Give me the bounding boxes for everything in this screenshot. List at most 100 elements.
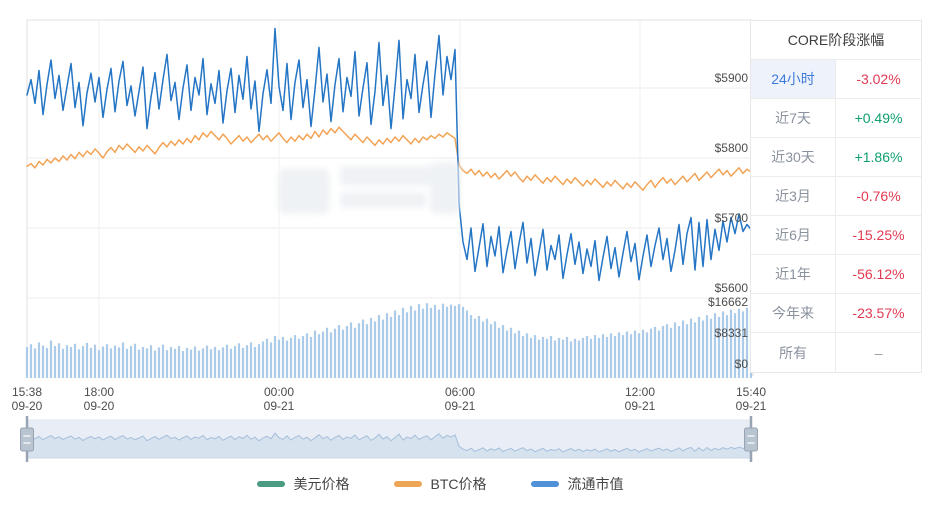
volume-axis-label: $0 xyxy=(735,357,749,371)
volume-bar xyxy=(229,348,233,378)
volume-bar xyxy=(33,348,37,378)
volume-bar xyxy=(261,341,265,378)
volume-bar xyxy=(537,339,541,378)
volume-bar xyxy=(145,348,149,378)
volume-bar xyxy=(653,326,657,378)
volume-bar xyxy=(541,336,545,378)
legend-item-usd-price[interactable]: 美元价格 xyxy=(256,474,350,494)
volume-bar xyxy=(221,347,225,378)
volume-bar xyxy=(217,350,221,378)
period-label[interactable]: 近3月 xyxy=(751,177,836,215)
volume-bar xyxy=(161,344,165,378)
volume-bar xyxy=(389,316,393,378)
volume-bar xyxy=(589,338,593,378)
volume-bar xyxy=(257,344,261,378)
handle-grip[interactable] xyxy=(744,427,758,452)
period-label[interactable]: 今年来 xyxy=(751,294,836,332)
legend-item-btc-price[interactable]: BTC价格 xyxy=(393,474,487,494)
legend-swatch-orange xyxy=(393,481,422,487)
performance-panel: CORE阶段涨幅 24小时 -3.02% 近7天 +0.49% 近30天 +1.… xyxy=(750,20,922,373)
volume-bar xyxy=(517,330,521,378)
price-axis-label: $5700 xyxy=(715,211,749,225)
volume-bar xyxy=(597,337,601,378)
volume-bar xyxy=(97,350,101,378)
volume-bar xyxy=(513,333,517,378)
period-label[interactable]: 近30天 xyxy=(751,138,836,176)
volume-bar xyxy=(125,348,129,378)
volume-bar xyxy=(621,335,625,378)
volume-bar xyxy=(317,334,321,378)
volume-bar xyxy=(501,325,505,378)
volume-bar xyxy=(337,325,341,378)
volume-bar xyxy=(453,305,457,378)
volume-bar xyxy=(693,322,697,378)
volume-bar xyxy=(137,349,141,378)
volume-bar xyxy=(69,347,73,378)
x-axis-date-label: 09-21 xyxy=(625,399,656,413)
x-axis-date-label: 09-21 xyxy=(736,399,767,413)
volume-bar xyxy=(205,345,209,378)
volume-bar xyxy=(409,305,413,378)
period-change-value: -23.57% xyxy=(852,305,905,321)
volume-bar xyxy=(561,339,565,378)
legend-item-market-cap[interactable]: 流通市值 xyxy=(530,474,624,494)
volume-bar xyxy=(745,307,749,378)
x-axis-time-label: 06:00 xyxy=(445,385,475,399)
volume-bar xyxy=(573,338,577,378)
volume-bar xyxy=(265,338,269,378)
volume-bar xyxy=(213,347,217,378)
price-volume-chart[interactable]: $5900$5800$5700$5600$16662$8331$015:3809… xyxy=(0,0,947,470)
volume-bar xyxy=(65,345,69,378)
x-axis-date-label: 09-20 xyxy=(84,399,115,413)
volume-bar xyxy=(237,343,241,378)
volume-bar xyxy=(225,344,229,378)
handle-grip[interactable] xyxy=(20,427,34,452)
navigator-left-handle[interactable] xyxy=(20,416,34,462)
volume-bar xyxy=(465,310,469,378)
volume-bar xyxy=(481,321,485,378)
period-row-all[interactable]: 所有 – xyxy=(751,333,921,372)
volume-bar xyxy=(497,327,501,378)
volume-bar xyxy=(733,313,737,378)
volume-bar xyxy=(585,336,589,378)
volume-bar xyxy=(365,324,369,378)
volume-bar xyxy=(245,345,249,378)
period-label[interactable]: 24小时 xyxy=(751,60,836,98)
volume-bar xyxy=(569,341,573,378)
price-axis-label: $5600 xyxy=(715,281,749,295)
period-row-ytd[interactable]: 今年来 -23.57% xyxy=(751,294,921,333)
volume-bar xyxy=(373,321,377,378)
volume-bar xyxy=(605,336,609,378)
volume-bar xyxy=(549,336,553,378)
period-label[interactable]: 所有 xyxy=(751,333,836,372)
period-row-6m[interactable]: 近6月 -15.25% xyxy=(751,216,921,255)
period-label[interactable]: 近1年 xyxy=(751,255,836,293)
period-change-value: -56.12% xyxy=(852,266,905,282)
period-row-30d[interactable]: 近30天 +1.86% xyxy=(751,138,921,177)
volume-bar xyxy=(209,349,213,378)
volume-bar xyxy=(461,306,465,378)
period-row-3m[interactable]: 近3月 -0.76% xyxy=(751,177,921,216)
volume-bars xyxy=(25,303,753,378)
period-label[interactable]: 近7天 xyxy=(751,99,836,137)
volume-bar xyxy=(345,326,349,378)
volume-bar xyxy=(301,336,305,378)
volume-bar xyxy=(689,318,693,378)
volume-bar xyxy=(169,347,173,378)
volume-bar xyxy=(685,324,689,378)
navigator-right-handle[interactable] xyxy=(744,416,758,462)
period-row-24h[interactable]: 24小时 -3.02% xyxy=(751,60,921,99)
data-zoom-navigator[interactable] xyxy=(20,416,758,462)
period-change-value: +1.86% xyxy=(854,149,903,165)
volume-bar xyxy=(425,303,429,378)
volume-bar xyxy=(313,330,317,378)
volume-bar xyxy=(433,305,437,378)
period-row-1y[interactable]: 近1年 -56.12% xyxy=(751,255,921,294)
period-row-7d[interactable]: 近7天 +0.49% xyxy=(751,99,921,138)
volume-bar xyxy=(525,333,529,378)
volume-bar xyxy=(193,346,197,378)
volume-bar xyxy=(153,350,157,378)
period-label[interactable]: 近6月 xyxy=(751,216,836,254)
volume-bar xyxy=(325,327,329,378)
volume-bar xyxy=(397,315,401,378)
